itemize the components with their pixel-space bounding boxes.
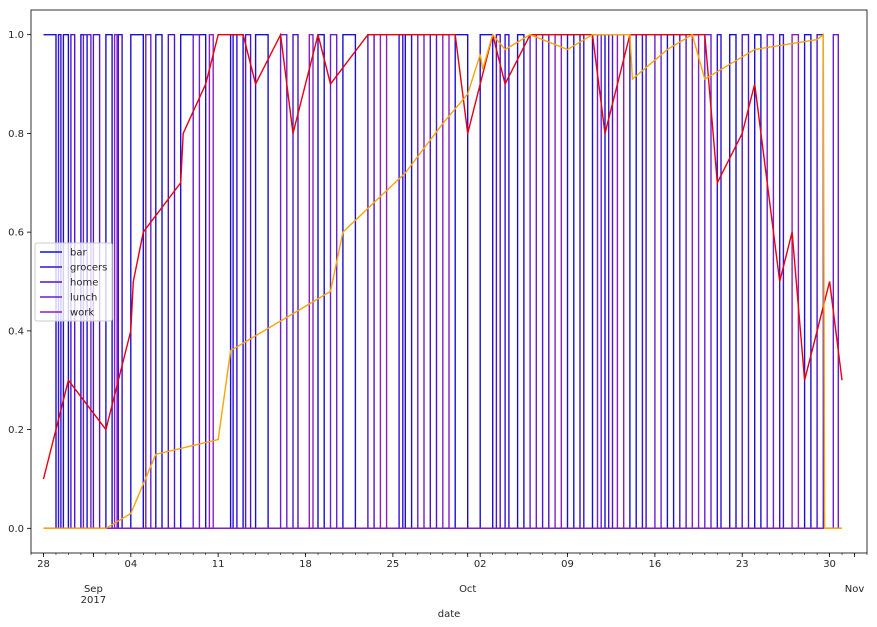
x-tick-label: 11 xyxy=(212,559,225,570)
x-tick-label: 09 xyxy=(561,559,574,570)
y-tick-label: 0.2 xyxy=(8,425,24,436)
x-tick-label: Sep xyxy=(84,584,103,595)
series-line-unlabeled-6 xyxy=(43,33,842,529)
y-tick-label: 0.4 xyxy=(8,326,24,337)
x-tick-label: 25 xyxy=(386,559,399,570)
x-tick-label: 04 xyxy=(124,559,137,570)
legend-box xyxy=(34,242,113,322)
y-tick-label: 0.6 xyxy=(8,228,24,239)
series-line-unlabeled-5 xyxy=(42,32,843,480)
x-tick-label: 16 xyxy=(649,559,662,570)
x-tick-label: 02 xyxy=(474,559,487,570)
series-line-work xyxy=(43,34,842,529)
legend: bar grocers home lunch work xyxy=(34,242,113,322)
plot-lines xyxy=(42,32,843,529)
x-tick-label: Nov xyxy=(845,584,865,595)
x-tick-label: 23 xyxy=(736,559,749,570)
legend-label-bar: bar xyxy=(70,248,87,259)
x-tick-sublabel: 2017 xyxy=(81,595,106,606)
x-tick-label: 18 xyxy=(299,559,312,570)
legend-label-home: home xyxy=(70,278,98,289)
legend-label-work: work xyxy=(70,308,94,319)
x-tick-label: Oct xyxy=(459,584,476,595)
x-tick-label: 28 xyxy=(37,559,50,570)
y-tick-label: 0.8 xyxy=(8,129,24,140)
x-axis-label: date xyxy=(438,609,461,620)
x-tick-label: 30 xyxy=(823,559,836,570)
y-tick-label: 1.0 xyxy=(8,30,24,41)
series-line-grocers xyxy=(43,34,842,529)
y-tick-label: 0.0 xyxy=(8,524,24,535)
legend-label-lunch: lunch xyxy=(70,293,97,304)
legend-label-grocers: grocers xyxy=(70,263,107,274)
y-axis: 0.0 0.2 0.4 0.6 0.8 1.0 xyxy=(8,30,31,535)
plot-frame xyxy=(30,9,868,554)
